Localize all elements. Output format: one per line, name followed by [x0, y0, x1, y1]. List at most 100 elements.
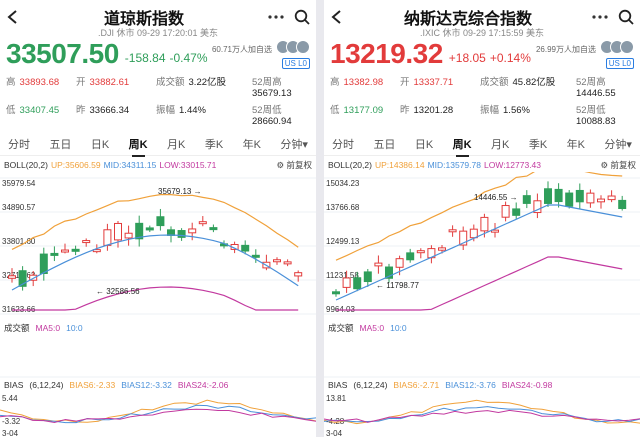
- tab-分钟▾[interactable]: 分钟▾: [280, 139, 308, 151]
- tab-季K[interactable]: 季K: [204, 139, 224, 151]
- candle: [114, 222, 122, 241]
- bias-label[interactable]: BIAS: [4, 380, 24, 390]
- candle: [501, 205, 510, 218]
- y-axis-label: 15034.23: [326, 179, 360, 188]
- stat-value: 33666.34: [89, 105, 130, 116]
- bias-top-label: 13.81: [326, 394, 347, 403]
- period-low-label: ← 32586.56: [96, 287, 140, 296]
- stat-value: 33407.45: [19, 105, 60, 116]
- top-bar: 纳斯达克综合指数: [324, 0, 640, 34]
- boll-low: LOW:12773.43: [483, 160, 542, 170]
- boll-label[interactable]: BOLL(20,2): [4, 160, 48, 170]
- tab-日K[interactable]: 日K: [414, 139, 434, 151]
- tab-日K[interactable]: 日K: [90, 139, 110, 151]
- last-price: 13219.32: [330, 38, 443, 69]
- tab-月K[interactable]: 月K: [491, 139, 510, 151]
- candle: [251, 254, 260, 258]
- more-icon[interactable]: [592, 14, 608, 20]
- index-title: 道琼斯指数: [103, 11, 184, 28]
- bias24-line: [324, 409, 640, 423]
- candle: [124, 232, 133, 239]
- bias12-value: BIAS12:-3.76: [445, 380, 496, 390]
- stat-key: 52周低: [576, 105, 606, 116]
- candle: [607, 195, 616, 201]
- volume-label[interactable]: 成交额: [328, 323, 354, 333]
- boll-mid-line: [335, 204, 623, 301]
- bias-bottom-label: -4.28: [326, 417, 345, 426]
- candle: [491, 229, 499, 233]
- avatar-group: [276, 40, 310, 54]
- follower-count: 26.99万人加自选: [535, 45, 596, 54]
- price-adjust-toggle[interactable]: ⚙ 前复权: [276, 159, 312, 171]
- bias-label[interactable]: BIAS: [328, 380, 348, 390]
- stat-item: 昨 33666.34: [76, 102, 156, 127]
- index-subtitle: .IXIC 休市 09-29 17:15:59 美东: [419, 28, 545, 38]
- search-icon[interactable]: [618, 9, 634, 25]
- tab-季K[interactable]: 季K: [528, 139, 548, 151]
- stat-value: 3.22亿股: [188, 77, 227, 88]
- boll-lower-line: [12, 286, 299, 311]
- more-icon[interactable]: [268, 14, 284, 20]
- bias-bottom-label: -3.32: [2, 417, 21, 426]
- stat-key: 开: [400, 77, 410, 88]
- candle: [283, 261, 292, 265]
- tab-周K[interactable]: 周K: [453, 136, 472, 157]
- stat-item: 昨 13201.28: [400, 102, 480, 127]
- price-change-pct: +0.14%: [489, 51, 531, 65]
- tab-月K[interactable]: 月K: [167, 139, 186, 151]
- tab-年K[interactable]: 年K: [566, 139, 585, 151]
- tab-周K[interactable]: 周K: [129, 136, 148, 157]
- candle: [82, 240, 91, 244]
- y-axis-label: 34890.57: [2, 203, 36, 212]
- avatar-group: [600, 40, 634, 54]
- candle: [294, 272, 303, 277]
- y-axis-label: 12499.13: [326, 237, 360, 246]
- boll-label[interactable]: BOLL(20,2): [328, 160, 372, 170]
- date-label: 3-04: [326, 429, 343, 437]
- volume-chart: [324, 376, 640, 378]
- stat-item: 52周低28660.94: [252, 102, 316, 127]
- search-icon[interactable]: [294, 9, 310, 25]
- boll-upper-line: [335, 172, 623, 261]
- stat-value: 33893.68: [19, 77, 60, 88]
- candlestick-chart[interactable]: 15034.2313766.6812499.1311231.589964.031…: [324, 172, 640, 322]
- tab-分钟▾[interactable]: 分钟▾: [604, 139, 632, 151]
- price-change: +18.05: [448, 51, 486, 65]
- top-bar: 道琼斯指数: [0, 0, 316, 34]
- bias12-value: BIAS12:-3.32: [121, 380, 172, 390]
- candle: [18, 270, 27, 287]
- tab-分时[interactable]: 分时: [332, 139, 354, 151]
- candle: [469, 228, 478, 239]
- tab-分时[interactable]: 分时: [8, 139, 30, 151]
- back-arrow-icon[interactable]: [330, 9, 344, 25]
- candle: [273, 259, 281, 263]
- boll-mid-line: [11, 234, 299, 291]
- candle: [575, 189, 584, 203]
- bias24-value: BIAS24:-2.06: [177, 380, 229, 390]
- candle: [71, 248, 80, 252]
- tab-五日[interactable]: 五日: [49, 139, 72, 151]
- stat-item: 52周低10088.83: [576, 102, 640, 127]
- price-adjust-toggle[interactable]: ⚙ 前复权: [600, 159, 636, 171]
- bias6-line: [0, 399, 316, 423]
- adjust-label: 前复权: [286, 160, 312, 170]
- quote-stats: 高 13382.98 开 13337.71 成交额 45.82亿股 52周高14446.55…: [324, 70, 640, 127]
- back-arrow-icon[interactable]: [6, 9, 20, 25]
- stat-value: 1.56%: [503, 105, 530, 116]
- candle: [533, 200, 542, 214]
- market-badge[interactable]: US L0: [605, 58, 634, 69]
- period-low-label: ← 11798.77: [376, 281, 420, 290]
- stat-value: 28660.94: [252, 116, 292, 127]
- tab-年K[interactable]: 年K: [242, 139, 261, 151]
- candlestick-chart[interactable]: 35979.5434890.5733801.6032712.6331623.66…: [0, 172, 316, 322]
- date-label: 3-04: [2, 429, 19, 437]
- stat-key: 昨: [400, 105, 410, 116]
- market-badge[interactable]: US L0: [281, 58, 310, 69]
- candle: [416, 250, 425, 254]
- panel-divider: [316, 0, 324, 437]
- tab-五日[interactable]: 五日: [373, 139, 396, 151]
- adjust-gear-icon: ⚙: [276, 160, 285, 170]
- volume-label[interactable]: 成交额: [4, 323, 30, 333]
- bias-chart: 13.81 -4.28 3-04: [324, 394, 640, 437]
- candle: [459, 230, 468, 246]
